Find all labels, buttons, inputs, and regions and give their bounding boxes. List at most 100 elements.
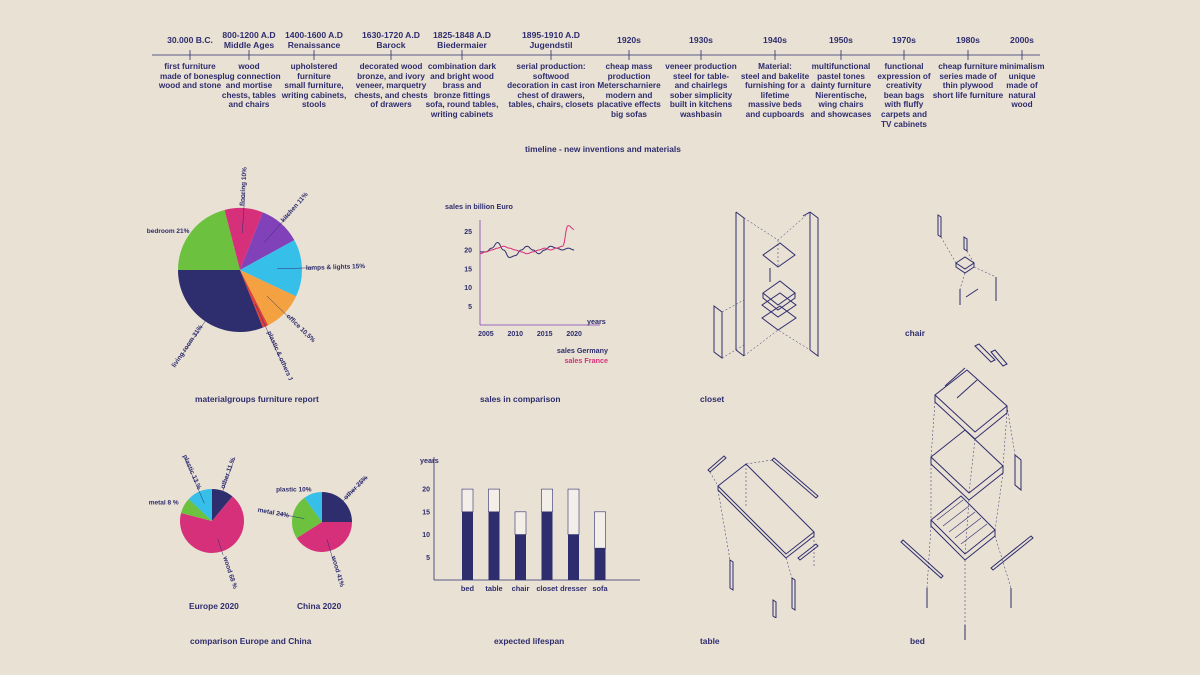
bar-upper <box>541 488 553 513</box>
timeline-description-line: steel for table- <box>673 71 729 81</box>
bed-mattress-bottom <box>930 429 1004 501</box>
timeline-description: decorated wood bronze, and ivory veneer, m… <box>341 62 441 110</box>
timeline-description-line: lifetime <box>760 90 790 100</box>
lifespan-caption: expected lifespan <box>494 636 565 646</box>
timeline-date-line: 2000s <box>1010 35 1034 45</box>
pie-slice <box>178 209 240 270</box>
timeline-description-line: sober simplicity <box>669 90 733 100</box>
pie-leader-line <box>242 192 246 233</box>
timeline-description-line: tables, chairs, closets <box>508 100 594 110</box>
series-line <box>479 241 575 259</box>
pie-slice-label: metal 8 % <box>149 500 179 507</box>
timeline-description-line: furnishing for a <box>744 81 806 91</box>
timeline-ticks <box>189 50 1023 60</box>
bar-lower <box>462 511 473 580</box>
y-tick-label: 10 <box>422 532 430 539</box>
pie-slice-label: plastic 13 % <box>181 454 202 491</box>
pie-slice <box>224 208 263 270</box>
chair-seat <box>955 256 975 274</box>
timeline-date-line: 1970s <box>892 35 916 45</box>
timeline-description: cheap mass production Meterscharniere moder… <box>579 62 679 120</box>
timeline-date-line: 800-1200 A.D <box>222 30 276 40</box>
timeline-description-line: modern and <box>605 90 653 100</box>
bar-lower <box>568 534 579 580</box>
timeline-description-line: Nierentische, <box>815 90 867 100</box>
timeline-description-line: steel and bakelite <box>740 71 810 81</box>
y-tick-label: 15 <box>422 509 430 516</box>
timeline-description-line: and showcases <box>810 109 872 119</box>
pie-slice <box>180 496 244 553</box>
timeline-description-line: decoration in cast iron <box>507 81 595 91</box>
pie-slice-label: living room 31% <box>171 324 205 369</box>
timeline-description-line: washbasin <box>680 109 722 119</box>
pie-slice <box>178 270 263 332</box>
timeline-description-line: production <box>607 71 651 81</box>
timeline-description-line: sofa, round tables, <box>425 100 499 110</box>
closet-guides <box>721 211 811 359</box>
table-guides <box>709 459 815 579</box>
closet-drawer-1 <box>762 280 796 311</box>
bar-lower <box>488 511 500 580</box>
sales-caption: sales in comparison <box>480 394 561 404</box>
pie-leader-line <box>264 211 292 243</box>
pie-slice-label: other 11 % <box>219 457 237 490</box>
timeline-description-line: placative effects <box>597 100 661 110</box>
timeline-description: Material: steel and bakelite furnishing fo… <box>725 62 825 120</box>
timeline-description: cheap furniture series made of thin plywoo… <box>918 62 1018 100</box>
timeline-date: 1950s <box>786 35 896 45</box>
pie-slice <box>181 499 212 521</box>
legend-entry: sales France <box>564 356 608 365</box>
chair-back-left <box>937 214 942 238</box>
chair-guides <box>940 236 997 290</box>
pie-slice <box>212 489 233 521</box>
pie-leader-line <box>326 539 334 561</box>
timeline-description: wood plug connection and mortise chests, ta… <box>199 62 299 110</box>
timeline-description-line: Meterscharniere <box>597 81 661 91</box>
chair-legs <box>959 277 997 305</box>
pie-slice-label: lamps & lights 15% <box>306 263 366 272</box>
y-tick-label: 25 <box>464 229 472 236</box>
bar-upper <box>567 488 580 535</box>
bar-lower <box>594 548 606 580</box>
timeline-description: functional expression of creativity bean ba… <box>854 62 954 129</box>
category-label: closet <box>536 584 558 593</box>
timeline-date-line: 30.000 B.C. <box>167 35 213 45</box>
timeline-description-line: small furniture, <box>284 81 344 91</box>
bar-upper <box>594 511 606 549</box>
timeline-description-line: writing cabinets <box>430 109 494 119</box>
timeline-description-line: expression of <box>877 71 931 81</box>
timeline-description-line: wood <box>238 62 260 71</box>
timeline-description-line: veneer, marquetry <box>355 81 427 91</box>
timeline-date-line: Renaissance <box>287 40 341 50</box>
category-label: sofa <box>592 584 608 593</box>
y-tick-label: 15 <box>464 266 472 273</box>
timeline-description-line: made of bones, <box>159 71 221 81</box>
timeline-date-line: 1400-1600 A.D <box>285 30 343 40</box>
lifespan-bar-chart: years 5 10 15 20 bed table chair closet dresser so… <box>420 456 640 593</box>
timeline-date: 1825-1848 A.D Biedermaier <box>407 30 517 50</box>
timeline-description-line: cheap furniture <box>938 62 998 71</box>
closet-drawing <box>713 211 819 359</box>
timeline-description-line: bean bags <box>883 90 925 100</box>
timeline-description: serial production: softwood decoration in … <box>501 62 601 110</box>
timeline-date-line: Barock <box>376 40 406 50</box>
chair-back-right <box>963 236 968 252</box>
timeline-description-line: and chairlegs <box>674 81 728 91</box>
sales-line-chart: sales in billion Euro 5 10 15 20 25 2005 2010 20… <box>445 202 608 365</box>
bar-upper <box>488 488 500 513</box>
timeline-date-line: 1930s <box>689 35 713 45</box>
timeline-description-line: bronze, and ivory <box>357 71 425 81</box>
table-drawing <box>707 455 819 618</box>
legend-entry: sales Germany <box>557 346 608 355</box>
europe-caption: Europe 2020 <box>189 601 239 611</box>
bed-guides <box>926 401 1016 625</box>
timeline-date: 1920s <box>574 35 684 45</box>
timeline-description: multifunctional pastel tones dainty furnit… <box>791 62 891 120</box>
y-tick-label: 20 <box>422 487 430 494</box>
pie-slice <box>188 489 212 521</box>
y-tick-label: 10 <box>464 285 472 292</box>
bed-foot-rail <box>990 535 1034 571</box>
timeline-date: 1940s <box>720 35 830 45</box>
x-tick-label: 2020 <box>566 331 582 338</box>
pie-slice-label: bedroom 21% <box>147 228 190 235</box>
